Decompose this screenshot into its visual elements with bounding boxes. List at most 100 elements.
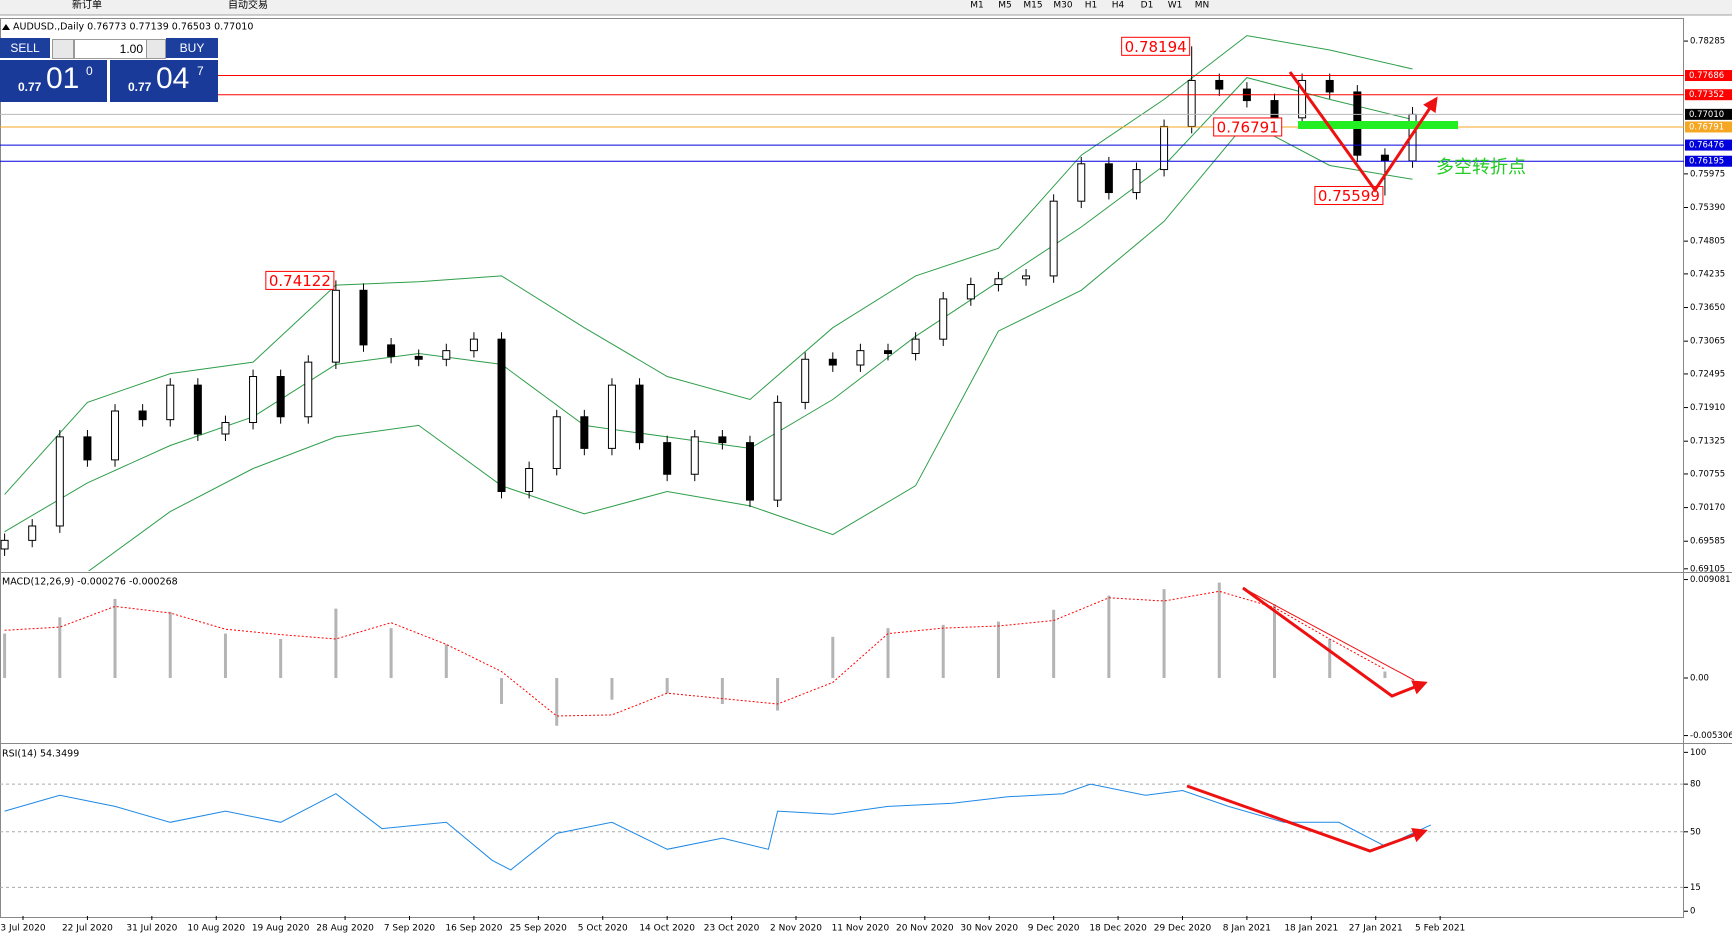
candle-body [607, 384, 616, 449]
price-callout: 0.78194 [1125, 38, 1187, 56]
y-tick-label: 100 [1690, 748, 1706, 758]
candle-body [304, 361, 313, 418]
timeframe-button[interactable]: M1 [970, 1, 984, 11]
price-tag [1685, 155, 1732, 167]
x-tick-label: 30 Nov 2020 [960, 924, 1018, 934]
timeframe-button[interactable]: H1 [1085, 1, 1098, 11]
x-tick-label: 20 Nov 2020 [896, 924, 954, 934]
timeframe-button[interactable]: MN [1195, 1, 1210, 11]
y-tick-label: 0.71910 [1690, 403, 1725, 413]
y-tick-label: 80 [1690, 780, 1701, 790]
collapse-icon[interactable] [2, 24, 10, 30]
candle-body [1325, 79, 1334, 93]
sell-price[interactable] [0, 60, 107, 102]
x-tick-label: 31 Jul 2020 [126, 924, 177, 934]
x-tick-label: 25 Sep 2020 [510, 924, 567, 934]
price-tag-label: 0.77010 [1689, 110, 1724, 120]
x-tick-label: 5 Feb 2021 [1415, 924, 1465, 934]
buy-sup: 7 [197, 64, 204, 78]
y-tick-label: 0.74805 [1690, 237, 1725, 247]
pivot-note: 多空转折点 [1436, 157, 1526, 178]
candle-body [801, 358, 810, 403]
price-callout-box [265, 270, 335, 290]
candle-body [138, 410, 147, 421]
volume-spin[interactable] [52, 39, 74, 59]
x-tick-label: 18 Jan 2021 [1284, 924, 1338, 934]
y-tick-label: 0.75975 [1690, 169, 1725, 179]
volume-spin[interactable] [146, 39, 166, 59]
x-tick-label: 11 Nov 2020 [832, 924, 890, 934]
candle-body [552, 416, 561, 469]
toolbar-item[interactable]: 自动交易 [228, 0, 268, 11]
volume-field[interactable]: 1.00 [74, 39, 147, 59]
timeframe-button[interactable]: D1 [1141, 1, 1154, 11]
price-tag-label: 0.76476 [1689, 141, 1724, 151]
y-tick-label: 15 [1690, 883, 1701, 893]
y-tick-label: 0 [1690, 907, 1695, 917]
buy-prefix: 0.77 [128, 80, 152, 94]
buy-big: 04 [156, 62, 190, 95]
buy-price[interactable] [110, 60, 218, 102]
y-tick-label: 0.72495 [1690, 369, 1725, 379]
candle-body [1049, 200, 1058, 277]
buy-button[interactable]: BUY [166, 38, 218, 58]
candle-body [1187, 79, 1196, 127]
y-tick-label: 0.73065 [1690, 337, 1725, 347]
candle-body [773, 401, 782, 501]
rsi-arrow [1186, 784, 1428, 853]
candle-body [690, 436, 699, 475]
v-arrow [1288, 71, 1438, 193]
y-tick-label: 0.70170 [1690, 503, 1725, 513]
x-tick-label: 18 Dec 2020 [1089, 924, 1147, 934]
y-tick-label: 0.71325 [1690, 437, 1725, 447]
candle-body [414, 355, 423, 360]
candle-body [28, 525, 37, 541]
timeframe-button[interactable]: M30 [1053, 1, 1072, 11]
candle-body [359, 289, 368, 346]
candle-body [1215, 79, 1224, 90]
x-tick-label: 3 Jul 2020 [0, 924, 45, 934]
timeframe-button[interactable]: M5 [998, 1, 1012, 11]
price-tag [1685, 89, 1732, 101]
candle-body [663, 442, 672, 475]
candle-body [1160, 125, 1169, 171]
candle-body [911, 338, 920, 355]
x-tick-label: 7 Sep 2020 [384, 924, 436, 934]
y-tick-label: 0.78285 [1690, 37, 1725, 47]
candle-body [276, 376, 285, 418]
bollinger-band [87, 121, 1413, 571]
candle-body [635, 384, 644, 444]
chart-title: AUDUSD.,Daily 0.76773 0.77139 0.76503 0.… [13, 22, 253, 33]
candle-body [1380, 154, 1389, 162]
candle-body [884, 350, 893, 355]
rsi-title: RSI(14) 54.3499 [2, 749, 79, 760]
price-tag-label: 0.77352 [1689, 90, 1724, 100]
x-tick-label: 8 Jan 2021 [1223, 924, 1271, 934]
main-plot [0, 35, 1417, 571]
pivot-bar [1298, 121, 1458, 129]
x-tick-label: 2 Nov 2020 [770, 924, 822, 934]
x-tick-label: 28 Aug 2020 [316, 924, 374, 934]
y-tick-label: 0.009081 [1690, 575, 1731, 585]
candle-body [828, 358, 837, 366]
candle-body [1298, 79, 1307, 119]
x-tick-label: 19 Aug 2020 [252, 924, 310, 934]
candle-body [856, 350, 865, 366]
candle-body [331, 289, 340, 363]
candle-body [221, 422, 230, 435]
price-tag [1685, 108, 1732, 120]
timeframe-button[interactable]: W1 [1168, 1, 1183, 11]
price-callout-box [1213, 117, 1283, 137]
toolbar-item[interactable]: 新订单 [72, 0, 102, 11]
candle-body [1077, 163, 1086, 202]
timeframe-button[interactable]: H4 [1112, 1, 1125, 11]
y-tick-label: 0.74235 [1690, 269, 1725, 279]
sell-big: 01 [46, 62, 80, 95]
candle-body [497, 338, 506, 492]
timeframe-button[interactable]: M15 [1023, 1, 1042, 11]
x-tick-label: 27 Jan 2021 [1349, 924, 1403, 934]
price-tag [1685, 70, 1732, 82]
y-tick-label: -0.005306 [1690, 731, 1732, 741]
sell-button[interactable]: SELL [0, 38, 50, 58]
y-tick-label: 0.75390 [1690, 203, 1725, 213]
